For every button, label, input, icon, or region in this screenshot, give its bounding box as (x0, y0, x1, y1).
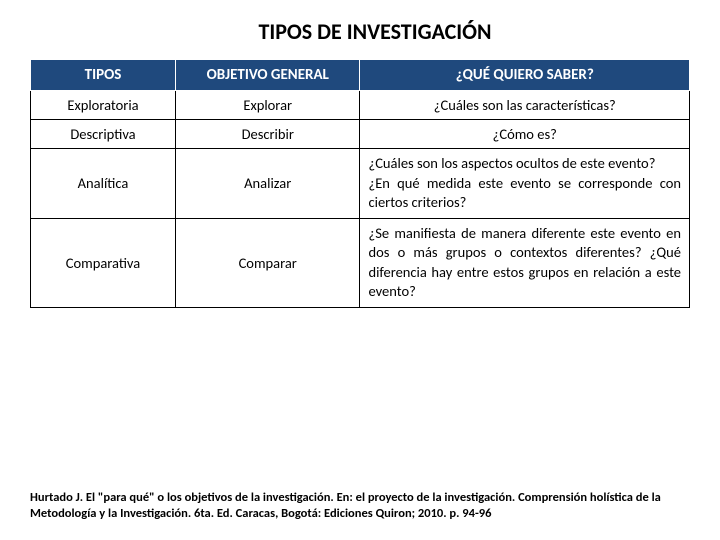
citation-text: Hurtado J. El "para qué" o los objetivos… (30, 490, 690, 523)
research-types-table: TIPOS OBJETIVO GENERAL ¿QUÉ QUIERO SABER… (30, 59, 690, 308)
cell-tipo: Analítica (31, 149, 176, 219)
cell-que: ¿Cuáles son las características? (360, 91, 690, 120)
page-title: TIPOS DE INVESTIGACIÓN (60, 18, 690, 45)
cell-objetivo: Describir (175, 120, 360, 149)
header-tipos: TIPOS (31, 60, 176, 91)
cell-objetivo: Analizar (175, 149, 360, 219)
header-objetivo: OBJETIVO GENERAL (175, 60, 360, 91)
table-header-row: TIPOS OBJETIVO GENERAL ¿QUÉ QUIERO SABER… (31, 60, 690, 91)
cell-tipo: Exploratoria (31, 91, 176, 120)
header-que: ¿QUÉ QUIERO SABER? (360, 60, 690, 91)
cell-objetivo: Comparar (175, 218, 360, 307)
table-row: Exploratoria Explorar ¿Cuáles son las ca… (31, 91, 690, 120)
table-row: Analítica Analizar ¿Cuáles son los aspec… (31, 149, 690, 219)
cell-que: ¿Se manifiesta de manera diferente este … (360, 218, 690, 307)
table-row: Comparativa Comparar ¿Se manifiesta de m… (31, 218, 690, 307)
cell-tipo: Comparativa (31, 218, 176, 307)
cell-que: ¿Cómo es? (360, 120, 690, 149)
table-row: Descriptiva Describir ¿Cómo es? (31, 120, 690, 149)
cell-objetivo: Explorar (175, 91, 360, 120)
cell-que: ¿Cuáles son los aspectos ocultos de este… (360, 149, 690, 219)
cell-tipo: Descriptiva (31, 120, 176, 149)
